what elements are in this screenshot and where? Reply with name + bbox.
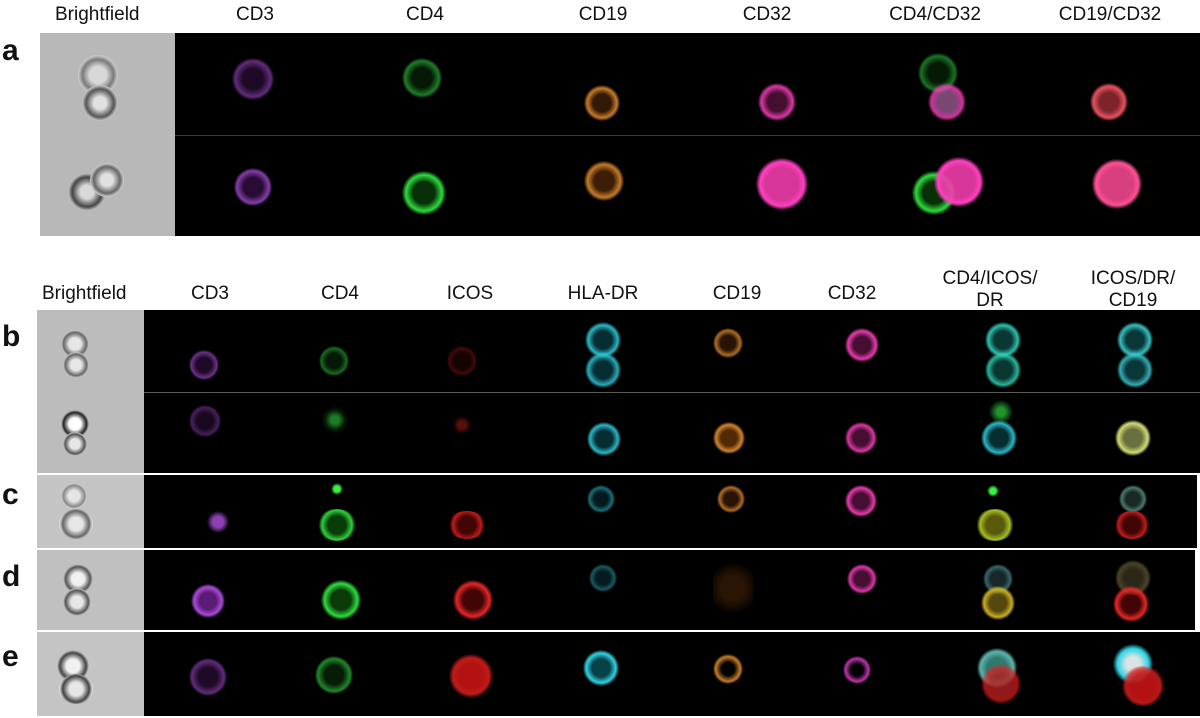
- merge-cd19-cd32-signal: [1090, 83, 1128, 121]
- merge-cell-signal: [975, 509, 1015, 541]
- cd4-cell-signal: [317, 509, 357, 541]
- hla-dr-cell-signal: [587, 485, 615, 513]
- cd19-cell-signal: [713, 328, 743, 358]
- merge-cell-signal: [981, 664, 1021, 704]
- row-separator: [144, 392, 1200, 393]
- panel-letter-e: e: [2, 640, 19, 673]
- brightfield-cell: [61, 483, 87, 509]
- cd19-cell-signal: [713, 560, 753, 616]
- merge-cd19-cd32-signal: [1092, 159, 1142, 209]
- cd4-cell-signal: [402, 58, 442, 98]
- brightfield-cell: [63, 352, 89, 378]
- hla-dr-cell-signal: [585, 352, 621, 388]
- cd19-cell-signal: [717, 485, 745, 513]
- brightfield-cell: [82, 85, 118, 121]
- panel-b-image-strip: [37, 310, 1200, 473]
- cd3-cell-signal: [232, 58, 274, 100]
- panel-d-image-strip: [37, 550, 1195, 630]
- cd4-cell-signal: [321, 406, 349, 434]
- cd3-cell-signal: [189, 405, 221, 437]
- hla-dr-cell-signal: [587, 422, 621, 456]
- header-b-hla-dr: HLA-DR: [567, 283, 639, 304]
- icos-cell-signal: [449, 654, 493, 698]
- hla-dr-cell-signal: [583, 650, 619, 686]
- icos-cell-signal: [447, 511, 487, 539]
- header-b-cd4-icos-dr: CD4/ICOS/ DR: [942, 268, 1038, 311]
- header-a-cd19-cd32: CD19/CD32: [1058, 4, 1162, 25]
- merge-cell-signal: [1117, 352, 1153, 388]
- brightfield-cell: [59, 509, 93, 539]
- cd32-cell-signal: [845, 328, 879, 362]
- icos-cell-signal: [453, 580, 493, 620]
- header-a-cd3: CD3: [235, 4, 274, 25]
- cd3-cell-signal: [189, 350, 219, 380]
- brightfield-cell: [63, 588, 91, 616]
- cd4-cell-signal: [331, 483, 343, 495]
- header-b-cd4: CD4: [320, 283, 359, 304]
- row-separator: [175, 135, 1200, 136]
- merge-cd32-signal: [934, 157, 984, 207]
- brightfield-cell: [90, 163, 124, 197]
- panel-letter-b: b: [2, 320, 21, 353]
- cd4-cell-signal: [402, 171, 446, 215]
- merge-cell-signal: [981, 420, 1017, 456]
- cd3-cell-signal: [207, 511, 229, 533]
- cd3-cell-signal: [191, 584, 225, 618]
- header-b-brightfield: Brightfield: [42, 283, 127, 304]
- merge-cell-signal: [1113, 586, 1149, 622]
- brightfield-image: [37, 632, 144, 716]
- cd19-cell-signal: [584, 161, 624, 201]
- cd19-cell-signal: [713, 654, 743, 684]
- panel-c-image-strip: [37, 475, 1197, 548]
- header-b-icos: ICOS: [446, 283, 494, 304]
- panel-letter-a: a: [2, 34, 19, 67]
- merge-cell-signal: [1113, 511, 1151, 539]
- cd32-cell-signal: [843, 656, 871, 684]
- brightfield-image: [37, 310, 144, 473]
- cd32-cell-signal: [847, 564, 877, 594]
- merge-cell-signal: [985, 352, 1021, 388]
- brightfield-cell: [59, 674, 93, 704]
- cd32-cell-signal: [756, 158, 808, 210]
- cd3-cell-signal: [189, 658, 227, 696]
- icos-cell-signal: [453, 416, 471, 434]
- cd19-cell-signal: [713, 422, 745, 454]
- panel-e-image-strip: [37, 632, 1200, 716]
- merge-cell-signal: [1115, 420, 1151, 456]
- cd4-cell-signal: [315, 656, 353, 694]
- header-a-cd4-cd32: CD4/CD32: [889, 4, 981, 25]
- hla-dr-cell-signal: [589, 564, 617, 592]
- brightfield-image: [37, 550, 144, 630]
- merge-cell-signal: [987, 485, 999, 497]
- cd3-cell-signal: [234, 168, 272, 206]
- cd4-cell-signal: [319, 346, 349, 376]
- brightfield-image: [37, 475, 144, 548]
- header-a-cd19: CD19: [578, 4, 628, 25]
- header-b-cd32: CD32: [827, 283, 877, 304]
- merge-cell-signal: [981, 586, 1015, 620]
- header-b-cd3: CD3: [190, 283, 229, 304]
- panel-letter-c: c: [2, 478, 19, 511]
- header-b-icos-dr-cd19: ICOS/DR/ CD19: [1090, 268, 1176, 311]
- cd32-cell-signal: [758, 83, 796, 121]
- header-b-cd19: CD19: [712, 283, 762, 304]
- merge-cell-signal: [1119, 485, 1147, 513]
- header-a-brightfield: Brightfield: [55, 4, 140, 25]
- cd32-cell-signal: [845, 422, 877, 454]
- cd32-cell-signal: [845, 485, 877, 517]
- icos-cell-signal: [447, 346, 477, 376]
- merge-cell-signal: [1121, 666, 1165, 706]
- header-a-cd32: CD32: [742, 4, 792, 25]
- header-a-cd4: CD4: [405, 4, 444, 25]
- panel-a-image-strip: [40, 33, 1200, 236]
- panel-letter-d: d: [2, 560, 21, 593]
- cd19-cell-signal: [584, 85, 620, 121]
- cd4-cell-signal: [321, 580, 361, 620]
- merge-cd32-signal: [928, 83, 966, 121]
- brightfield-cell: [63, 432, 87, 456]
